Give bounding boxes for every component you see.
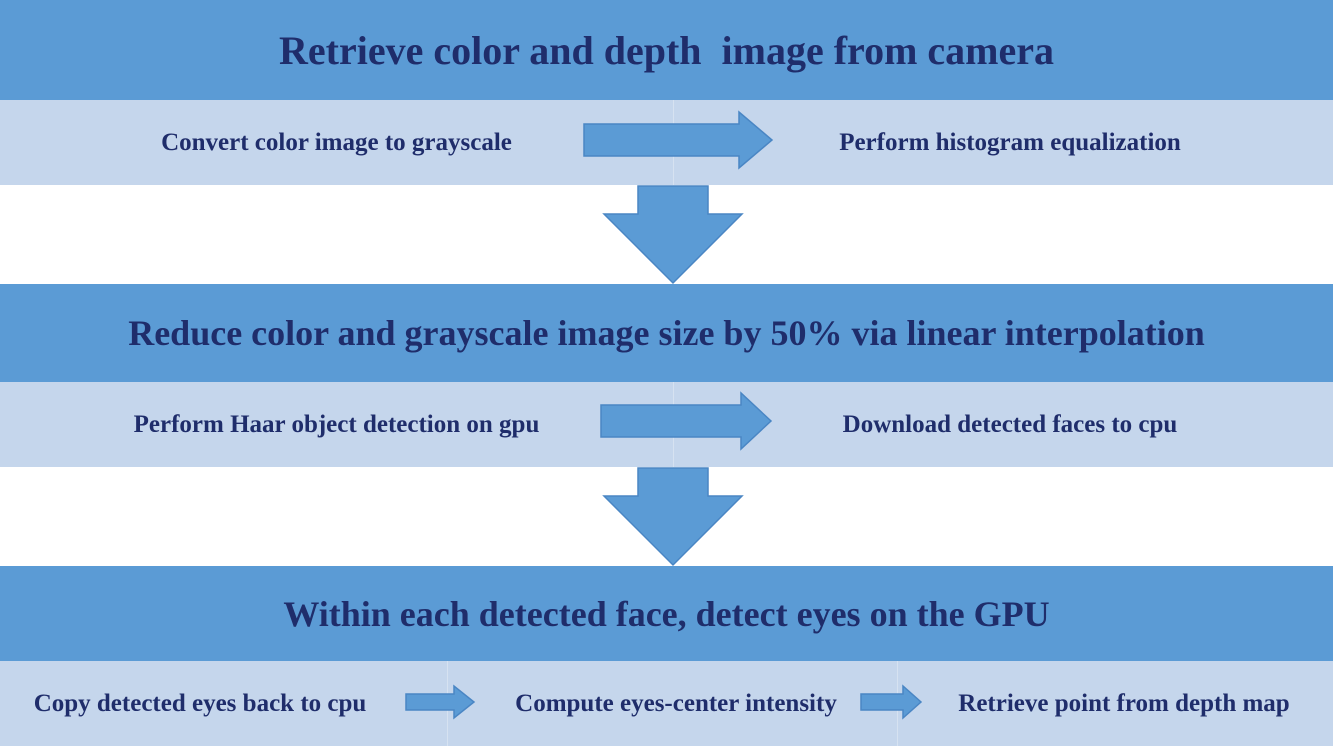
- stage2-steps-band: Perform Haar object detection on gpu Dow…: [0, 382, 1333, 467]
- step-download-faces: Download detected faces to cpu: [842, 410, 1178, 438]
- stage3-steps-band: Copy detected eyes back to cpu Compute e…: [0, 661, 1333, 746]
- right-arrow-icon: [405, 684, 476, 720]
- step-histogram-equalization: Perform histogram equalization: [839, 128, 1181, 156]
- step-eyes-center-intensity: Compute eyes-center intensity: [515, 689, 837, 717]
- step-convert-grayscale: Convert color image to grayscale: [161, 128, 512, 156]
- stage3-title: Within each detected face, detect eyes o…: [0, 566, 1333, 661]
- down-arrow-icon: [602, 467, 744, 567]
- step-retrieve-depth-point: Retrieve point from depth map: [958, 689, 1290, 717]
- right-arrow-icon: [600, 391, 773, 451]
- right-arrow-icon: [583, 110, 774, 170]
- down-arrow-icon: [602, 185, 744, 285]
- stage1-title: Retrieve color and depth image from came…: [0, 0, 1333, 100]
- step-haar-detection: Perform Haar object detection on gpu: [133, 410, 540, 438]
- stage2-title: Reduce color and grayscale image size by…: [0, 284, 1333, 382]
- step-copy-eyes: Copy detected eyes back to cpu: [33, 689, 367, 717]
- stage1-steps-band: Convert color image to grayscale Perform…: [0, 100, 1333, 185]
- right-arrow-icon: [860, 684, 923, 720]
